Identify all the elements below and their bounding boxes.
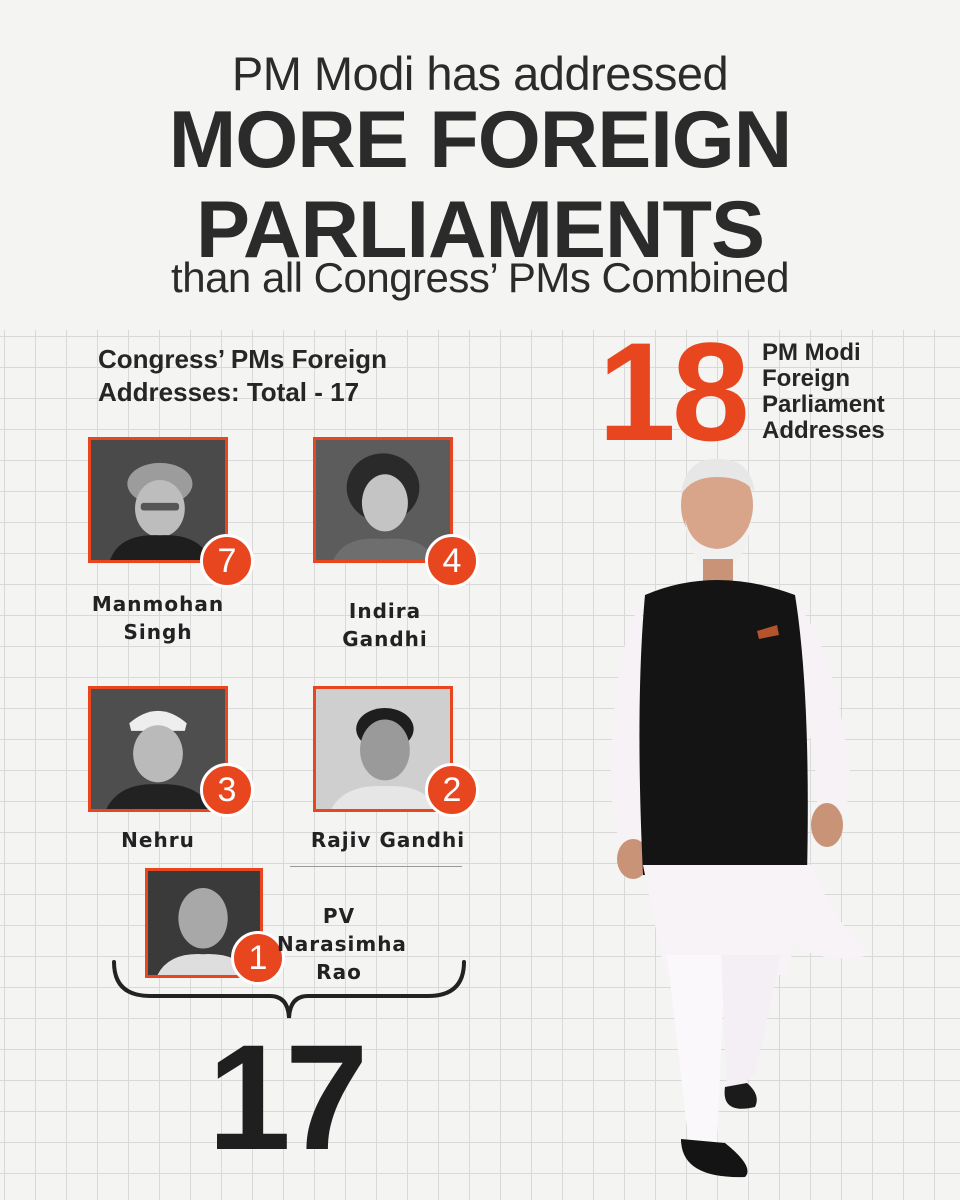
pm-card-indira-gandhi: 4 Indira Gandhi bbox=[313, 437, 483, 657]
congress-total-number: 17 bbox=[207, 1013, 369, 1181]
modi-caption-line: Addresses bbox=[762, 417, 885, 444]
manmohan-singh-count-badge: 7 bbox=[200, 534, 254, 588]
pm-card-nehru: 3 Nehru bbox=[88, 686, 258, 866]
headline-line-4: than all Congress’ PMs Combined bbox=[171, 254, 789, 301]
headline-line-2: MORE FOREIGN bbox=[168, 95, 793, 185]
manmohan-singh-name: Manmohan Singh bbox=[91, 592, 225, 644]
manmohan-singh-photo bbox=[88, 437, 228, 563]
rajiv-gandhi-count-badge: 2 bbox=[425, 763, 479, 817]
pm-card-pv-narasimha-rao: 1 PV Narasimha Rao bbox=[145, 868, 475, 985]
modi-caption-line: Parliament bbox=[762, 391, 885, 418]
rajiv-gandhi-name: Rajiv Gandhi bbox=[310, 828, 466, 852]
nehru-name: Nehru bbox=[121, 828, 195, 852]
pm-card-rajiv-gandhi: 2 Rajiv Gandhi bbox=[311, 686, 483, 866]
modi-caption-line: PM Modi bbox=[762, 339, 861, 366]
divider-line bbox=[290, 866, 462, 867]
congress-total-title: Congress’ PMs Foreign Addresses: Total -… bbox=[98, 344, 387, 407]
pv-narasimha-rao-count-badge: 1 bbox=[231, 931, 285, 985]
pm-card-manmohan-singh: 7 Manmohan Singh bbox=[88, 437, 258, 647]
modi-caption-line: Foreign bbox=[762, 365, 850, 392]
indira-gandhi-photo bbox=[313, 437, 453, 563]
curly-brace bbox=[112, 960, 466, 1019]
nehru-count-badge: 3 bbox=[200, 763, 254, 817]
modi-caption: PM Modi Foreign Parliament Addresses bbox=[762, 340, 942, 444]
headline-line-3: PARLIAMENTS bbox=[196, 185, 765, 275]
modi-walking-figure bbox=[610, 458, 871, 1178]
pv-narasimha-rao-name: PV Narasimha Rao bbox=[277, 904, 407, 984]
indira-gandhi-name: Indira Gandhi bbox=[342, 599, 428, 651]
headline-line-1: PM Modi has addressed bbox=[231, 47, 729, 100]
indira-gandhi-count-badge: 4 bbox=[425, 534, 479, 588]
modi-count-number: 18 bbox=[598, 313, 750, 470]
